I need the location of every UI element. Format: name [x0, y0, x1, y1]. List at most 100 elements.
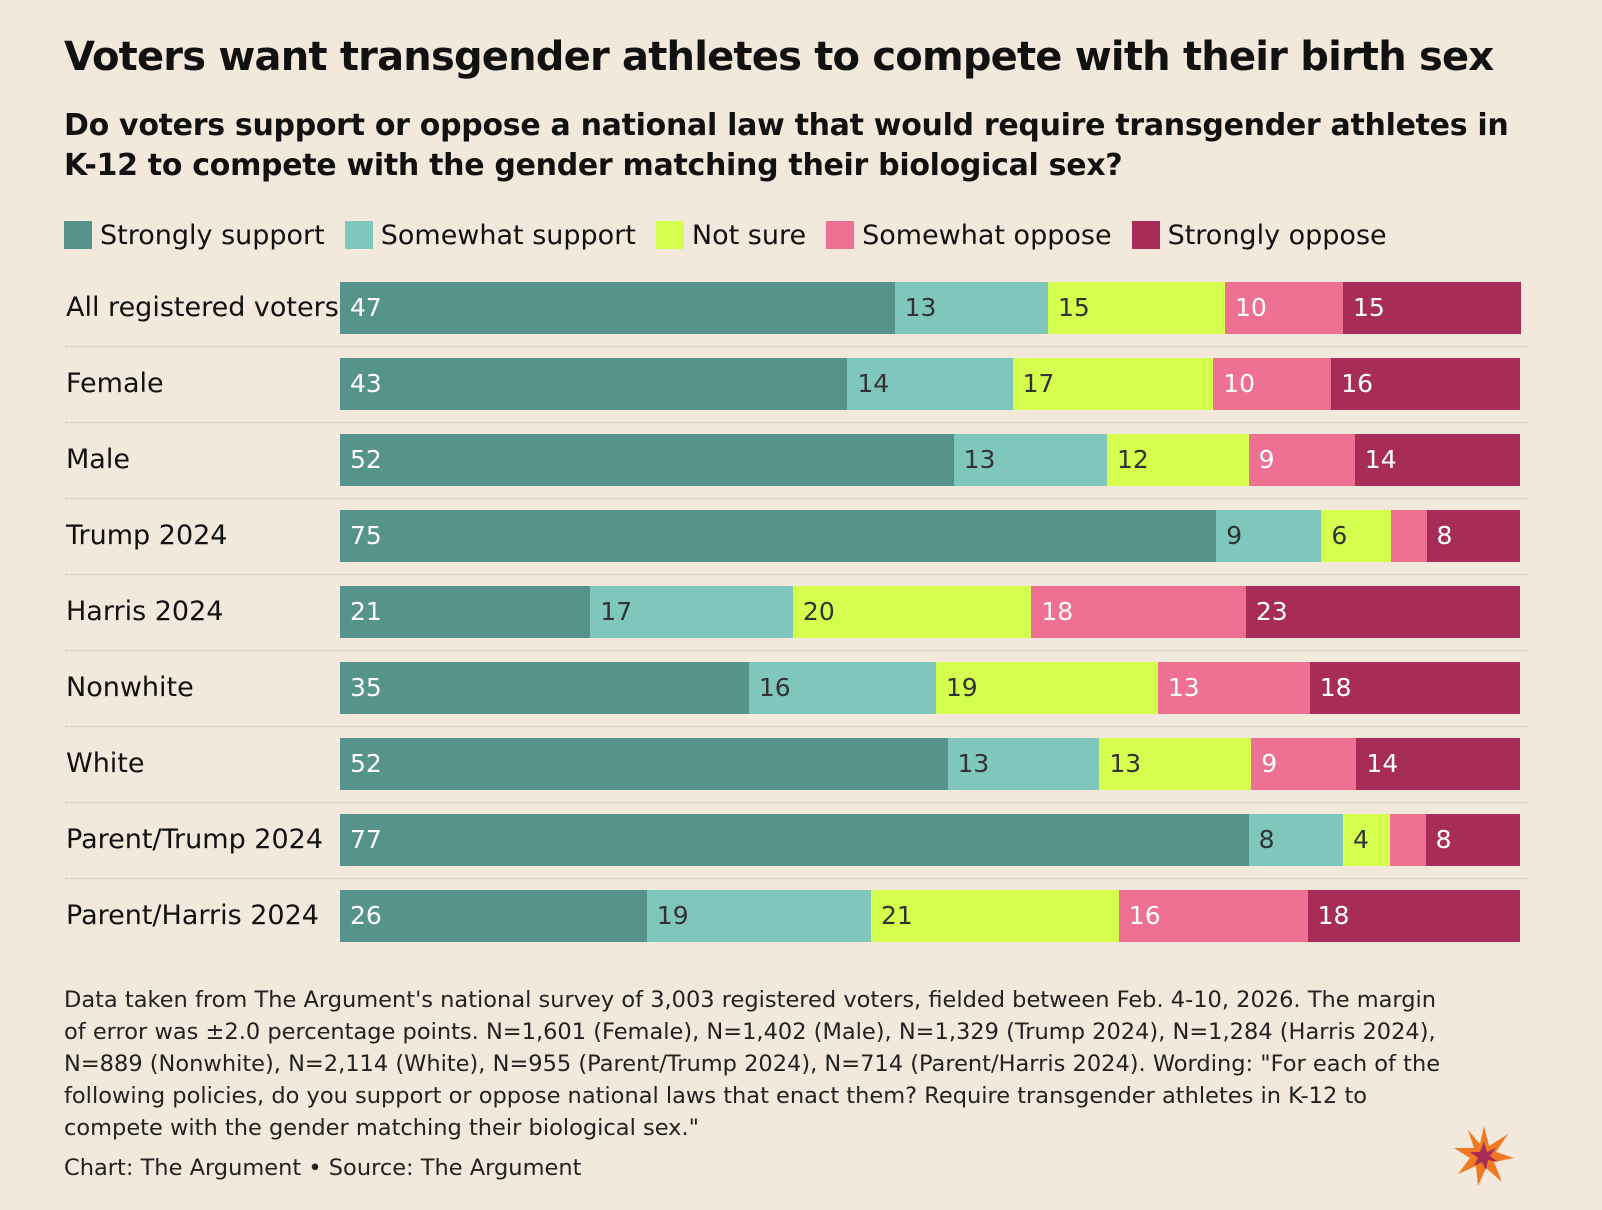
- row-divider: [66, 650, 1528, 651]
- row-divider: [66, 802, 1528, 803]
- data-label: 19: [945, 673, 978, 702]
- bar-segment-not-sure: [1343, 814, 1391, 866]
- data-label: 13: [1167, 673, 1200, 702]
- bar-segment-somewhat-oppose: [1031, 586, 1247, 638]
- row-label-nonwhite: Nonwhite: [66, 672, 194, 703]
- bar-segment-somewhat-support: [646, 890, 872, 942]
- data-label: 6: [1331, 521, 1348, 550]
- bar-segment-strongly-oppose: [1356, 738, 1521, 790]
- bar-segment-not-sure: [1012, 358, 1214, 410]
- bar-segment-strongly-support: [340, 358, 848, 410]
- bar-segment-not-sure: [1107, 434, 1250, 486]
- legend-label: Somewhat support: [380, 219, 636, 251]
- data-label: 8: [1435, 825, 1452, 854]
- bar-segment-somewhat-oppose: [1391, 510, 1428, 562]
- data-label: 17: [600, 597, 633, 626]
- bar-segment-not-sure: [935, 662, 1159, 714]
- bar-segment-strongly-support: [340, 586, 591, 638]
- row-divider: [66, 422, 1528, 423]
- bar-segment-not-sure: [1048, 282, 1226, 334]
- data-label: 14: [1366, 749, 1399, 778]
- bar-segment-strongly-oppose: [1425, 814, 1521, 866]
- data-label: 4: [1353, 825, 1369, 854]
- legend-item-strongly-oppose: Strongly oppose: [1131, 219, 1387, 251]
- bar-segment-strongly-support: [340, 282, 896, 334]
- row-label-white: White: [66, 748, 145, 779]
- chart-subtitle: Do voters support or oppose a national l…: [64, 108, 1509, 183]
- data-label: 52: [350, 749, 382, 778]
- starburst-logo-icon: [1454, 1126, 1514, 1186]
- bar-segment-somewhat-oppose: [1390, 814, 1427, 866]
- row-label-male: Male: [66, 444, 130, 475]
- data-label: 16: [1128, 901, 1161, 930]
- bar-segment-not-sure: [792, 586, 1032, 638]
- bar-segment-somewhat-support: [947, 738, 1100, 790]
- bar-segment-somewhat-oppose: [1251, 738, 1357, 790]
- bar-segment-strongly-support: [340, 662, 750, 714]
- data-label: 13: [904, 293, 937, 322]
- bar-segment-strongly-oppose: [1307, 890, 1521, 942]
- row-divider: [66, 878, 1528, 879]
- data-label: 20: [802, 597, 835, 626]
- legend: Strongly support Somewhat support Not su…: [64, 217, 1407, 253]
- bar-segment-not-sure: [1321, 510, 1392, 562]
- data-label: 21: [350, 597, 382, 626]
- bar-segment-strongly-support: [340, 738, 949, 790]
- data-label: 23: [1255, 597, 1288, 626]
- data-label: 52: [350, 445, 382, 474]
- row-label-parent-harris-2024: Parent/Harris 2024: [66, 900, 319, 931]
- bar-segment-somewhat-oppose: [1248, 434, 1356, 486]
- data-label: 12: [1117, 445, 1149, 474]
- bar-segment-somewhat-support: [1248, 814, 1344, 866]
- data-label: 14: [857, 369, 890, 398]
- bar-segment-somewhat-support: [748, 662, 937, 714]
- row-divider: [66, 574, 1528, 575]
- bar-segment-not-sure: [871, 890, 1120, 942]
- bar-segment-somewhat-support: [894, 282, 1049, 334]
- legend-label: Not sure: [691, 219, 807, 251]
- legend-swatch: [826, 221, 855, 249]
- row-label-trump-2024: Trump 2024: [66, 520, 228, 551]
- data-label: 47: [350, 293, 382, 322]
- data-label: 19: [656, 901, 689, 930]
- bar-segment-strongly-oppose: [1426, 510, 1521, 562]
- data-label: 17: [1022, 369, 1055, 398]
- data-label: 8: [1436, 521, 1453, 550]
- data-label: 15: [1353, 293, 1385, 322]
- data-label: 26: [350, 901, 382, 930]
- bar-segment-somewhat-oppose: [1118, 890, 1309, 942]
- data-label: 9: [1258, 445, 1275, 474]
- row-divider: [66, 726, 1528, 727]
- bar-segment-somewhat-support: [953, 434, 1108, 486]
- data-label: 16: [1341, 369, 1373, 398]
- bar-segment-somewhat-support: [590, 586, 794, 638]
- data-label: 9: [1261, 749, 1278, 778]
- bar-segment-strongly-support: [340, 814, 1250, 866]
- bar-segment-strongly-oppose: [1331, 358, 1521, 410]
- bar-segment-strongly-oppose: [1354, 434, 1521, 486]
- bar-segment-strongly-oppose: [1309, 662, 1521, 714]
- legend-label: Somewhat oppose: [862, 219, 1112, 251]
- data-label: 35: [350, 673, 382, 702]
- legend-swatch: [1131, 221, 1160, 249]
- data-label: 13: [1109, 749, 1142, 778]
- legend-item-strongly-support: Strongly support: [64, 220, 325, 251]
- bar-segment-strongly-oppose: [1245, 586, 1521, 638]
- data-label: 16: [758, 673, 791, 702]
- legend-swatch: [344, 221, 373, 249]
- bar-segment-somewhat-oppose: [1225, 282, 1344, 334]
- row-label-harris-2024: Harris 2024: [66, 596, 224, 627]
- chart-title: Voters want transgender athletes to comp…: [64, 34, 1494, 80]
- data-label: 18: [1317, 901, 1350, 930]
- data-label: 21: [881, 901, 913, 930]
- bar-segment-strongly-oppose: [1343, 282, 1521, 334]
- data-label: 43: [350, 369, 382, 398]
- row-divider: [66, 346, 1528, 347]
- legend-item-not-sure: Not sure: [655, 219, 807, 251]
- row-divider: [66, 498, 1528, 499]
- row-label-female: Female: [66, 368, 164, 399]
- data-label: 10: [1235, 293, 1267, 322]
- data-label: 8: [1258, 825, 1275, 854]
- legend-label: Strongly oppose: [1167, 219, 1387, 251]
- data-label: 75: [350, 521, 382, 550]
